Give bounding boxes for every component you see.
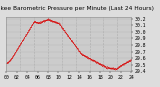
Text: Milwaukee Barometric Pressure per Minute (Last 24 Hours): Milwaukee Barometric Pressure per Minute…: [0, 6, 154, 11]
